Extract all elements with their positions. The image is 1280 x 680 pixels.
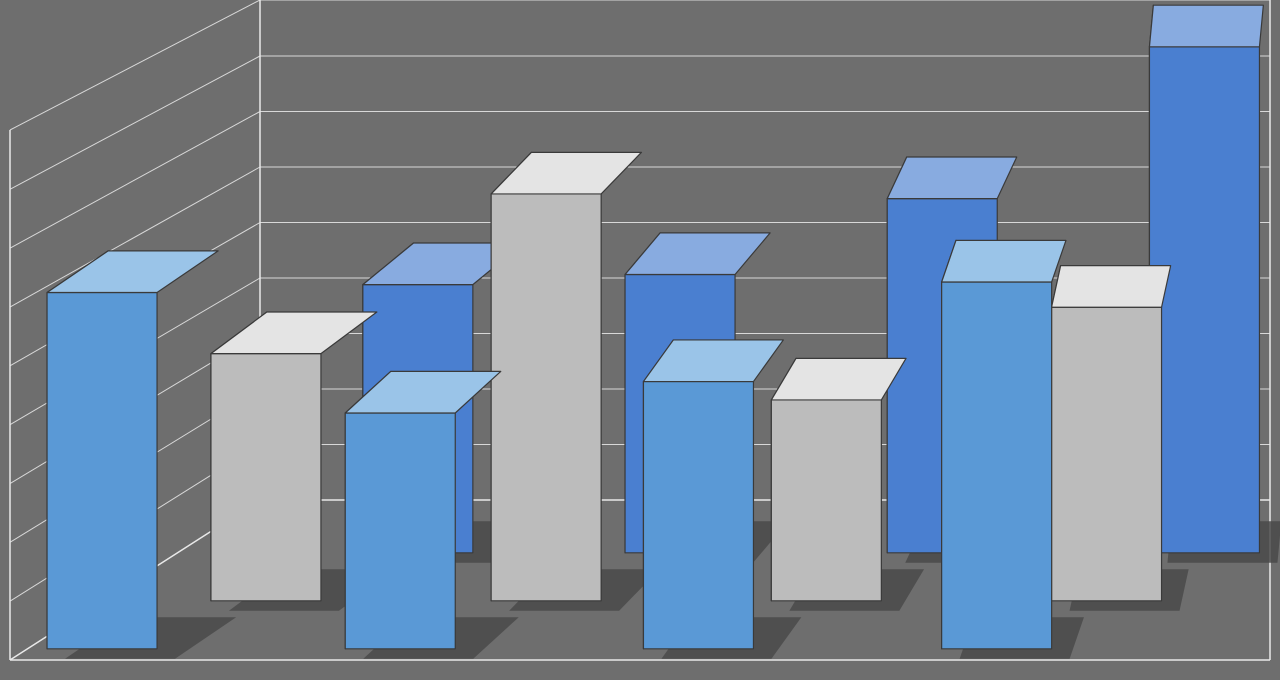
bar-group-1-item-3: [1052, 266, 1171, 601]
bar-chart-3d: [0, 0, 1280, 680]
bar-group-0-item-3: [942, 240, 1066, 648]
